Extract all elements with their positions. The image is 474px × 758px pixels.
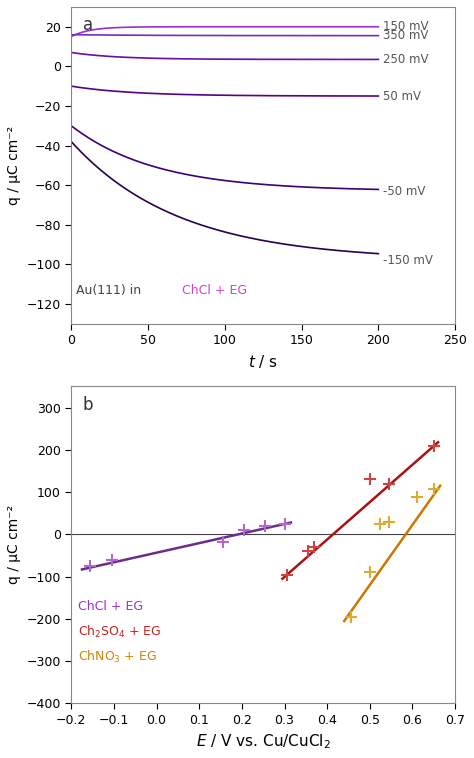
Text: b: b: [83, 396, 93, 414]
Text: a: a: [83, 17, 93, 34]
X-axis label: $t$ / s: $t$ / s: [248, 352, 278, 370]
Text: ChNO$_3$ + EG: ChNO$_3$ + EG: [78, 649, 156, 665]
Text: -50 mV: -50 mV: [383, 185, 425, 198]
Text: ChCl + EG: ChCl + EG: [78, 600, 143, 612]
Text: 250 mV: 250 mV: [383, 53, 428, 66]
Text: 150 mV: 150 mV: [383, 20, 428, 33]
Text: Ch$_2$SO$_4$ + EG: Ch$_2$SO$_4$ + EG: [78, 624, 161, 640]
Text: 350 mV: 350 mV: [383, 29, 428, 42]
Text: ChCl + EG: ChCl + EG: [182, 283, 247, 296]
Text: Au(111) in: Au(111) in: [76, 283, 145, 296]
Y-axis label: q / μC cm⁻²: q / μC cm⁻²: [7, 506, 21, 584]
Y-axis label: q / μC cm⁻²: q / μC cm⁻²: [7, 126, 21, 205]
Text: -150 mV: -150 mV: [383, 254, 433, 267]
Text: 50 mV: 50 mV: [383, 89, 421, 102]
X-axis label: $E$ / V vs. Cu/CuCl$_2$: $E$ / V vs. Cu/CuCl$_2$: [196, 732, 331, 751]
